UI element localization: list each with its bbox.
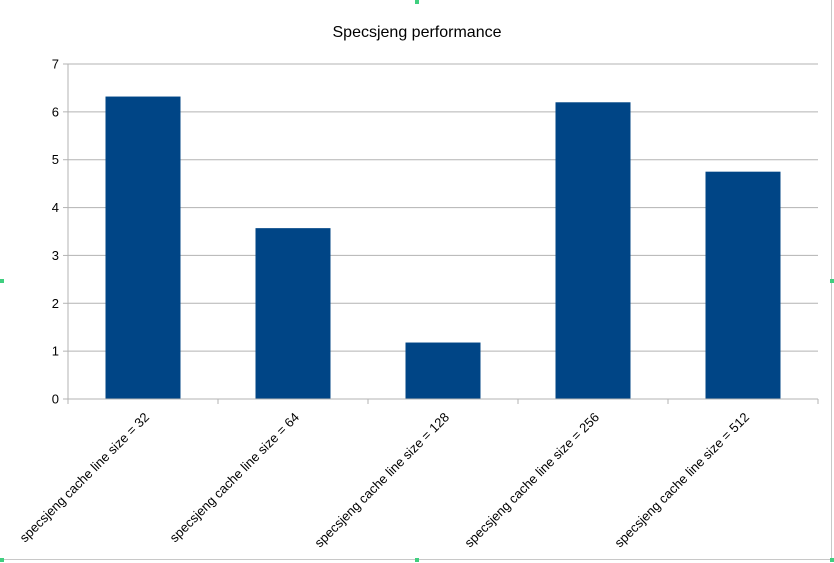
selection-handle-bottom[interactable] bbox=[415, 558, 419, 562]
y-tick-label: 3 bbox=[52, 248, 59, 263]
bar bbox=[255, 228, 331, 399]
y-tick-label: 1 bbox=[52, 344, 59, 359]
selection-handle-left[interactable] bbox=[0, 279, 4, 283]
bars bbox=[105, 96, 781, 400]
x-tick-label: specsjeng cache line size = 256 bbox=[461, 410, 602, 551]
selection-handle-bottom-right[interactable] bbox=[830, 558, 834, 562]
y-tick-label: 5 bbox=[52, 152, 59, 167]
x-tick-label: specsjeng cache line size = 512 bbox=[611, 410, 752, 551]
chart-title: Specsjeng performance bbox=[333, 24, 502, 41]
y-tick-label: 6 bbox=[52, 104, 59, 119]
bar bbox=[705, 171, 781, 399]
y-tick-label: 2 bbox=[52, 296, 59, 311]
axes bbox=[67, 64, 819, 404]
y-tick-labels: 0 1 2 3 4 5 6 7 bbox=[52, 57, 59, 407]
x-tick-label: specsjeng cache line size = 64 bbox=[167, 410, 303, 546]
selection-handle-right[interactable] bbox=[830, 279, 834, 283]
y-tick-label: 4 bbox=[52, 200, 59, 215]
x-tick-label: specsjeng cache line size = 128 bbox=[311, 410, 452, 551]
y-tick-label: 0 bbox=[52, 392, 59, 407]
selection-handle-bottom-left[interactable] bbox=[0, 558, 4, 562]
x-tick-label: specsjeng cache line size = 32 bbox=[17, 410, 153, 546]
y-tick-label: 7 bbox=[52, 57, 59, 72]
selection-handle-top[interactable] bbox=[415, 0, 419, 4]
x-tick-labels: specsjeng cache line size = 32 specsjeng … bbox=[17, 410, 753, 551]
bar bbox=[105, 96, 181, 400]
bar bbox=[405, 342, 481, 399]
bar bbox=[555, 102, 631, 400]
